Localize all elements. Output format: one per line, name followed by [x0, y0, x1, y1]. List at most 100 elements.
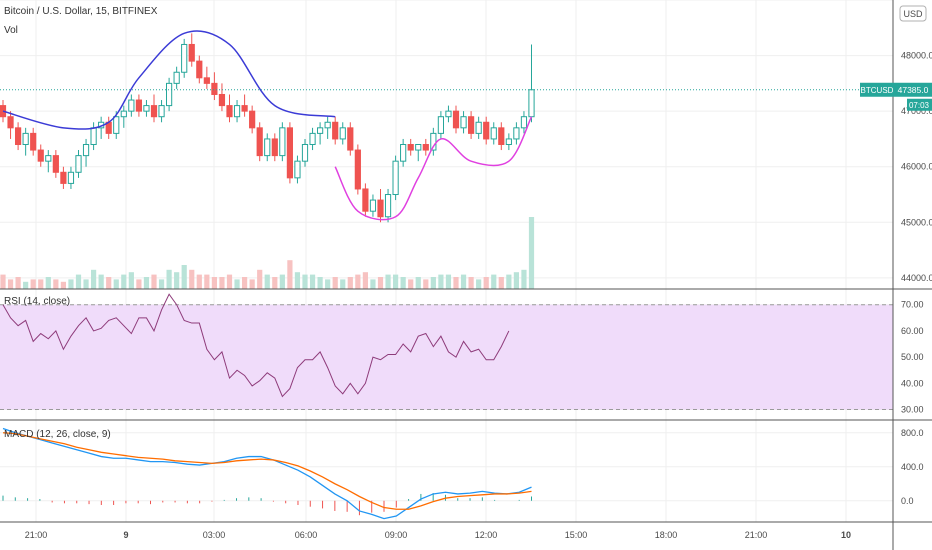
price-tag-bg: [894, 82, 932, 97]
candle-up: [437, 116, 444, 134]
candle-down: [483, 121, 490, 140]
rsi-band: [0, 304, 893, 410]
volume-bar: [91, 269, 97, 289]
time-axis-tick: 06:00: [295, 530, 318, 540]
candle-up: [166, 82, 173, 107]
volume-bar: [166, 269, 172, 289]
volume-bar: [476, 279, 482, 289]
price-axis-tick: 30.00: [901, 405, 924, 415]
candle-down: [422, 144, 429, 151]
volume-bar: [257, 269, 263, 289]
symbol-title[interactable]: Bitcoin / U.S. Dollar, 15, BITFINEX: [4, 6, 158, 17]
candle-down: [332, 121, 339, 140]
price-axis-tick: 46000.0: [901, 162, 932, 172]
volume-bar: [0, 274, 6, 289]
countdown-value: 07:03: [909, 101, 930, 110]
candle-down: [30, 132, 37, 151]
volume-bar: [45, 277, 51, 289]
candle-up: [233, 105, 241, 118]
candles: [0, 33, 535, 223]
candle-up: [490, 127, 497, 140]
candle-up: [22, 132, 29, 145]
volume-bar: [423, 279, 429, 289]
macd-indicator-label[interactable]: MACD (12, 26, close, 9): [4, 429, 111, 440]
candle-up: [75, 155, 82, 173]
currency-button[interactable]: USD: [899, 5, 927, 22]
candle-down: [15, 127, 22, 145]
volume-bar: [181, 265, 187, 289]
volume-bar: [7, 279, 14, 289]
time-axis-tick: 03:00: [203, 530, 226, 540]
candle-up: [82, 144, 90, 157]
candle-up: [460, 116, 467, 129]
price-axis-tick: 50.00: [901, 352, 924, 362]
candle-up: [445, 110, 452, 118]
candle-up: [317, 127, 324, 134]
volume-bar: [468, 277, 474, 289]
volume-bar: [219, 277, 225, 289]
candle-down: [498, 127, 505, 145]
candle-down: [249, 110, 256, 129]
vol-indicator-label[interactable]: Vol: [4, 25, 18, 36]
volume-bar: [408, 279, 414, 289]
volume-bar: [189, 269, 195, 289]
time-axis-labels[interactable]: 21:00 9 03:00 06:00 09:00 12:00 15:00 18:00 21:0…: [25, 530, 851, 540]
candle-up: [181, 43, 188, 73]
candle-up: [384, 194, 392, 218]
candle-up: [309, 132, 316, 145]
candle-up: [90, 127, 97, 145]
time-axis-tick: 21:00: [745, 530, 768, 540]
price-axis-tick: 70.00: [901, 300, 924, 310]
volume-bar: [347, 277, 353, 289]
volume-bar: [302, 274, 308, 289]
volume-bar: [211, 277, 217, 289]
candle-down: [286, 127, 293, 179]
candle-up: [400, 144, 407, 162]
volume-bar: [106, 277, 112, 289]
candle-down: [271, 138, 278, 157]
candle-up: [324, 121, 331, 129]
price-axis-tick: 800.0: [901, 428, 924, 438]
volume-bar: [279, 274, 285, 289]
candle-up: [520, 116, 528, 129]
price-axis-tick: 48000.0: [901, 51, 932, 61]
volume-bar: [460, 274, 467, 289]
volume-bar: [272, 277, 278, 289]
candle-down: [347, 127, 354, 151]
time-axis-tick: 10: [841, 530, 851, 540]
countdown-bg: [907, 98, 932, 111]
volume-bar: [325, 279, 331, 289]
volume-bar: [196, 274, 202, 289]
candle-down: [241, 105, 248, 112]
candle-down: [377, 199, 384, 218]
volume-bar: [158, 279, 165, 289]
candle-up: [279, 127, 286, 157]
volume-bar: [53, 279, 59, 289]
volume-bar: [415, 277, 421, 289]
candle-up: [301, 144, 309, 162]
volume-bar: [98, 274, 104, 289]
volume-bar: [136, 279, 142, 289]
volume-bar: [340, 279, 346, 289]
volume-bar: [242, 277, 248, 289]
time-axis-tick: 18:00: [655, 530, 678, 540]
volume-bar: [362, 272, 368, 289]
volume-bar: [128, 272, 134, 289]
price-axis-tick: 400.0: [901, 462, 924, 472]
volume-bar: [521, 269, 527, 289]
candle-down: [60, 171, 67, 184]
candle-down: [226, 105, 233, 118]
volume-bar: [483, 277, 489, 289]
candle-down: [218, 93, 226, 107]
candle-down: [150, 105, 158, 118]
candle-down: [52, 155, 59, 173]
time-axis-tick: 15:00: [565, 530, 588, 540]
price-axis-tick: 40.00: [901, 378, 924, 388]
volume-bar: [15, 277, 21, 289]
price-axis-labels[interactable]: 44000.0 45000.0 46000.0 47000.0 48000.0 30.00…: [901, 51, 932, 506]
rsi-indicator-label[interactable]: RSI (14, close): [4, 296, 70, 307]
candle-up: [120, 110, 127, 118]
candle-down: [468, 116, 475, 134]
price-axis-tick: 47000.0: [901, 106, 932, 116]
